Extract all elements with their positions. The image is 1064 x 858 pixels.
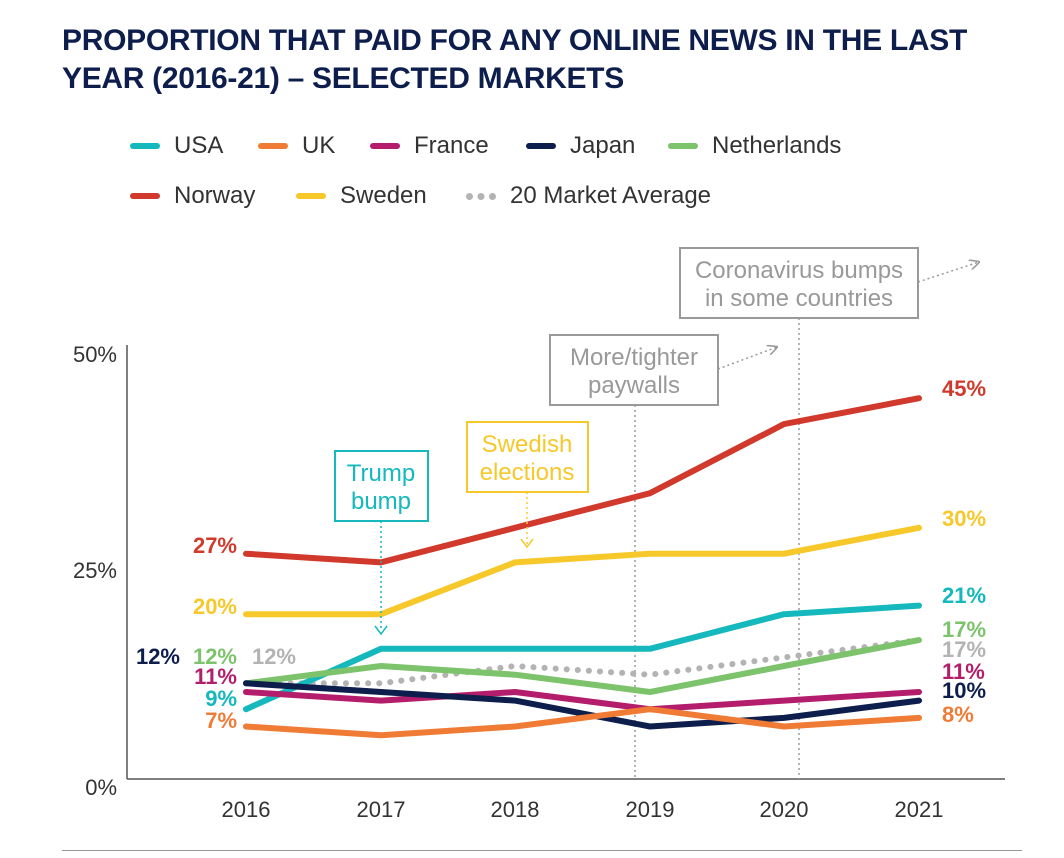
x-tick-label-2016: 2016 [222, 797, 271, 822]
legend-label-france: France [414, 132, 489, 159]
legend-swatch-france [370, 143, 400, 149]
chart-title: PROPORTION THAT PAID FOR ANY ONLINE NEWS… [62, 22, 1022, 98]
series-line-uk [243, 706, 922, 739]
paywalls-box [549, 334, 719, 406]
legend-label-average: 20 Market Average [510, 182, 712, 209]
series-line-france [243, 689, 922, 713]
end-value-label-norway: 45% [942, 376, 986, 401]
x-tick-label-2018: 2018 [491, 797, 540, 822]
legend-swatch-netherlands [668, 143, 698, 149]
legend-item-average: 20 Market Average [466, 181, 711, 211]
paywalls-line2: paywalls [588, 372, 680, 399]
paywalls-pointer-arrow [717, 347, 777, 370]
swedish-elections-box [466, 421, 589, 493]
trump-bump-line2: bump [351, 488, 411, 515]
y-tick-label-0: 0% [85, 775, 117, 800]
trump-bump-box [334, 450, 429, 522]
value-label-layer: 27%20%12% 12% 12%11%9%7%45%30%21%17%17%11%… [136, 376, 986, 733]
coronavirus-line1: Coronavirus bumps [695, 257, 903, 284]
legend-swatch-norway [130, 193, 160, 199]
legend-item-japan: Japan [526, 131, 635, 161]
coronavirus-box [679, 247, 919, 319]
legend-label-usa: USA [174, 132, 224, 159]
y-tick-label-25: 25% [73, 558, 117, 583]
x-tick-label-2020: 2020 [760, 797, 809, 822]
end-value-label-usa: 21% [942, 583, 986, 608]
y-tick-label-50: 50% [73, 342, 117, 367]
start-value-label-france: 11% [194, 664, 237, 689]
start-value-label-sweden: 20% [193, 594, 237, 619]
legend-swatch-uk [258, 143, 288, 149]
legend-label-norway: Norway [174, 182, 256, 209]
paywalls-line1: More/tighter [570, 344, 698, 371]
legend-label-japan: Japan [570, 132, 636, 159]
end-value-label-uk: 8% [942, 702, 974, 727]
start-value-label-uk: 7% [205, 708, 237, 733]
legend-swatch-japan [526, 143, 556, 149]
series-line-norway [243, 395, 922, 566]
swedish-elections-line2: elections [480, 459, 575, 486]
end-value-label-japan: 10% [942, 678, 986, 703]
x-tick-label-2021: 2021 [895, 797, 944, 822]
legend-label-netherlands: Netherlands [712, 132, 842, 159]
swedish-elections-line1: Swedish [482, 431, 573, 458]
start-value-label-usa: 9% [205, 686, 237, 711]
legend-swatch-average [466, 192, 496, 200]
bottom-divider [62, 850, 1022, 851]
end-value-label-20-market-average: 17% [942, 637, 986, 662]
series-line-netherlands [243, 637, 922, 695]
chart-title-line1: PROPORTION THAT PAID FOR ANY ONLINE NEWS… [62, 24, 967, 57]
start-value-label-20-market-average: 12% [252, 644, 296, 669]
series-line-usa [243, 602, 922, 713]
x-tick-label-2017: 2017 [357, 797, 406, 822]
chart-title-line2: YEAR (2016-21) – SELECTED MARKETS [62, 62, 624, 95]
coronavirus-line2: in some countries [705, 285, 893, 312]
legend-swatch-usa [130, 143, 160, 149]
legend-item-norway: Norway [130, 181, 255, 211]
start-value-label-netherlands: 12% [193, 644, 237, 669]
legend-item-sweden: Sweden [296, 181, 427, 211]
series-line-japan [243, 680, 922, 730]
trump-bump-line1: Trump [347, 460, 415, 487]
start-value-label-norway: 27% [193, 533, 237, 558]
legend-item-uk: UK [258, 131, 335, 161]
legend-label-sweden: Sweden [340, 182, 427, 209]
series-layer [243, 395, 922, 739]
series-line-sweden [243, 524, 922, 618]
legend-item-netherlands: Netherlands [668, 131, 841, 161]
legend-label-uk: UK [302, 132, 336, 159]
x-tick-label-2019: 2019 [626, 797, 675, 822]
coronavirus-pointer-arrow [917, 262, 979, 283]
swedish-elections-arrow-head [520, 538, 534, 549]
end-value-label-netherlands: 17% [942, 617, 986, 642]
legend-swatch-sweden [296, 193, 326, 199]
legend-item-france: France [370, 131, 489, 161]
legend-item-usa: USA [130, 131, 223, 161]
end-value-label-france: 11% [942, 659, 985, 684]
start-value-label-japan: 12% [136, 644, 180, 669]
trump-bump-arrow-head [374, 625, 388, 636]
series-line-20-market-average [243, 637, 922, 687]
end-value-label-sweden: 30% [942, 506, 986, 531]
